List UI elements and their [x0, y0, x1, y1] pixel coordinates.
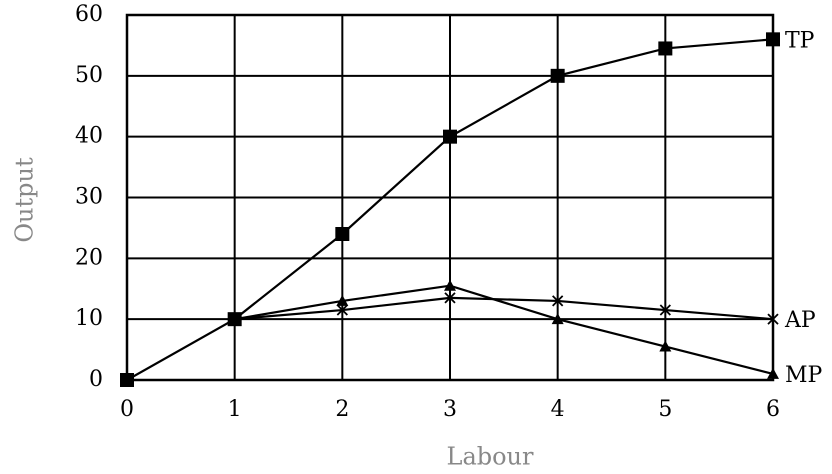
- y-tick-label: 0: [89, 367, 103, 392]
- marker: [659, 340, 672, 352]
- x-tick-label: 3: [443, 397, 457, 422]
- series-name: AP: [784, 308, 816, 333]
- x-tick-label: 4: [551, 397, 565, 422]
- x-tick-label: 2: [335, 397, 349, 422]
- x-tick-label: 5: [658, 397, 672, 422]
- marker: [552, 295, 564, 307]
- marker: [659, 304, 671, 316]
- series-line: [234, 296, 774, 321]
- marker: [658, 41, 673, 56]
- marker: [444, 279, 456, 291]
- x-tick-label: 0: [120, 397, 134, 422]
- series-name: MP: [785, 363, 823, 388]
- x-tick-label: 1: [228, 397, 242, 422]
- marker: [767, 367, 779, 379]
- marker: [443, 129, 457, 144]
- y-axis-label: Output: [11, 157, 39, 243]
- marker: [550, 68, 565, 83]
- x-tick-label: 6: [766, 397, 780, 422]
- x-axis-label: Labour: [447, 443, 535, 471]
- y-tick-label: 10: [75, 306, 103, 331]
- marker: [228, 313, 241, 325]
- marker: [336, 304, 348, 316]
- marker: [551, 313, 564, 325]
- y-tick-label: 60: [75, 2, 103, 27]
- y-tick-label: 30: [75, 185, 103, 210]
- marker: [444, 292, 456, 304]
- plot-border: [125, 13, 775, 382]
- marker: [335, 227, 350, 241]
- series-line: [234, 284, 774, 375]
- marker: [336, 294, 349, 306]
- y-tick-label: 40: [75, 124, 103, 149]
- marker: [766, 32, 780, 47]
- series-name: TP: [785, 28, 815, 53]
- y-tick-label: 20: [75, 245, 103, 270]
- marker: [120, 373, 134, 387]
- y-tick-label: 50: [75, 63, 103, 88]
- marker: [767, 313, 779, 325]
